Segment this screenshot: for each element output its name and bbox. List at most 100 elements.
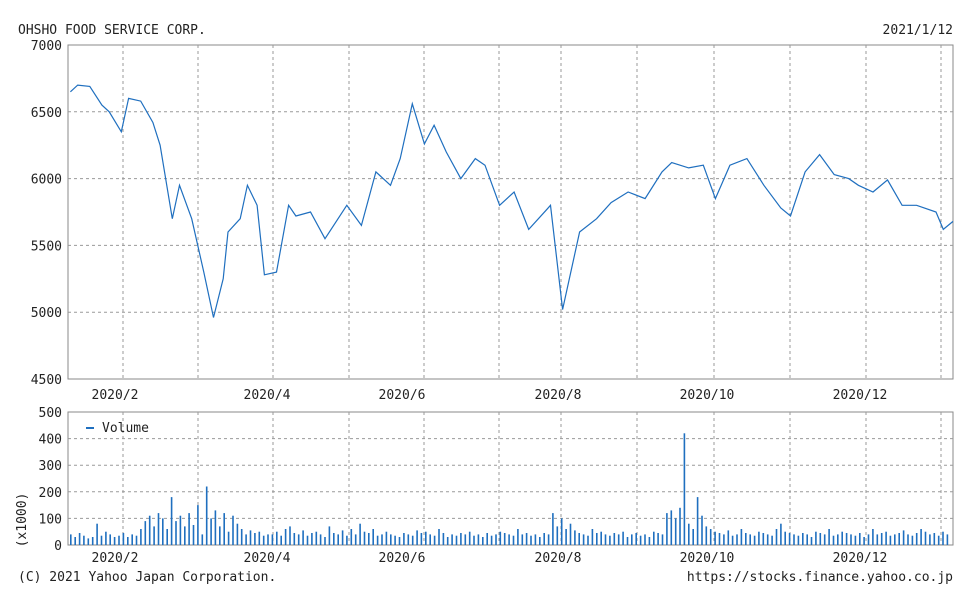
volume-bar	[802, 533, 804, 545]
volume-bar	[411, 535, 414, 545]
volume-bar	[692, 529, 694, 545]
volume-bar	[319, 534, 322, 545]
volume-bar	[267, 534, 269, 545]
volume-bar	[937, 535, 940, 545]
volume-bar	[429, 534, 431, 545]
volume-bar	[547, 534, 550, 545]
volume-bar	[517, 529, 519, 545]
volume-bar	[271, 534, 274, 545]
volume-bar	[214, 510, 217, 545]
volume-bar	[648, 537, 651, 545]
price-x-tick-label: 2020/4	[244, 388, 291, 403]
volume-bar	[819, 533, 822, 545]
volume-bar	[762, 533, 765, 545]
volume-y-tick-label: 200	[39, 486, 62, 501]
volume-bar	[534, 534, 537, 545]
volume-bar	[753, 535, 756, 545]
volume-bar	[354, 534, 357, 545]
price-x-labels: 2020/2 2020/4 2020/6 2020/8 2020/10 2020/12	[92, 388, 888, 403]
volume-bar	[898, 533, 900, 545]
volume-bar	[552, 513, 554, 545]
volume-bar	[560, 518, 563, 545]
price-y-tick-label: 5000	[31, 306, 62, 321]
price-grid	[68, 45, 953, 379]
price-x-tick-label: 2020/8	[535, 388, 582, 403]
volume-bar	[451, 534, 453, 545]
volume-bar	[192, 525, 195, 545]
volume-bar	[311, 533, 313, 545]
volume-bar	[771, 535, 773, 545]
volume-bar	[723, 534, 725, 545]
volume-bar	[337, 534, 339, 545]
volume-y-tick-label: 300	[39, 459, 62, 474]
volume-bar	[407, 534, 410, 545]
volume-bar	[473, 535, 475, 545]
volume-bar	[942, 531, 944, 545]
volume-bar	[775, 529, 778, 545]
volume-bar	[810, 537, 813, 545]
volume-y-tick-label: 400	[39, 433, 62, 448]
volume-bar	[837, 534, 839, 545]
volume-bar	[223, 513, 225, 545]
volume-bar	[670, 510, 673, 545]
volume-bar	[604, 534, 607, 545]
volume-bar	[306, 535, 309, 545]
volume-bar	[359, 523, 361, 545]
volume-bar	[828, 529, 830, 545]
volume-bar	[784, 531, 786, 545]
volume-bar	[315, 531, 318, 545]
volume-bar	[946, 534, 949, 545]
volume-bar	[258, 531, 261, 545]
volume-bar	[832, 535, 835, 545]
volume-bar	[885, 531, 887, 545]
volume-bar	[736, 534, 738, 545]
volume-bar	[569, 523, 572, 545]
volume-bar	[718, 533, 721, 545]
volume-bar	[556, 526, 559, 545]
volume-bar	[508, 534, 510, 545]
volume-bar	[933, 533, 936, 545]
volume-bar	[578, 533, 580, 545]
volume-bar	[644, 534, 646, 545]
volume-bar	[911, 535, 914, 545]
volume-bar	[381, 534, 383, 545]
volume-bar	[135, 535, 138, 545]
volume-bar	[854, 535, 857, 545]
volume-bar	[709, 529, 712, 545]
volume-x-tick-label: 2020/2	[92, 551, 139, 566]
volume-bar	[613, 533, 616, 545]
price-series-line	[69, 84, 954, 318]
source-url[interactable]: https://stocks.finance.yahoo.co.jp	[687, 570, 953, 585]
volume-bar	[727, 530, 730, 545]
volume-bar	[661, 534, 664, 545]
volume-bar	[622, 531, 624, 545]
volume-x-tick-label: 2020/10	[680, 551, 735, 566]
volume-bar	[109, 534, 111, 545]
volume-bar	[438, 529, 440, 545]
volume-bar	[420, 533, 423, 545]
volume-bar	[894, 534, 896, 545]
volume-bar	[902, 530, 905, 545]
volume-bar	[788, 533, 791, 545]
volume-y-tick-label: 0	[54, 539, 62, 554]
volume-bar	[850, 534, 852, 545]
price-frame	[67, 44, 954, 380]
volume-bar	[385, 531, 388, 545]
volume-bar	[464, 534, 467, 545]
volume-bar	[705, 526, 708, 545]
volume-bar	[236, 523, 239, 545]
volume-bar	[262, 535, 265, 545]
volume-bar	[363, 531, 366, 545]
volume-bar	[425, 531, 427, 545]
volume-bar	[350, 529, 353, 545]
volume-bar	[653, 531, 655, 545]
volume-bar	[600, 531, 602, 545]
volume-bar	[666, 513, 668, 545]
volume-bar	[679, 507, 681, 545]
volume-bar	[749, 534, 751, 545]
volume-bar	[714, 531, 716, 545]
volume-bar	[324, 537, 326, 545]
